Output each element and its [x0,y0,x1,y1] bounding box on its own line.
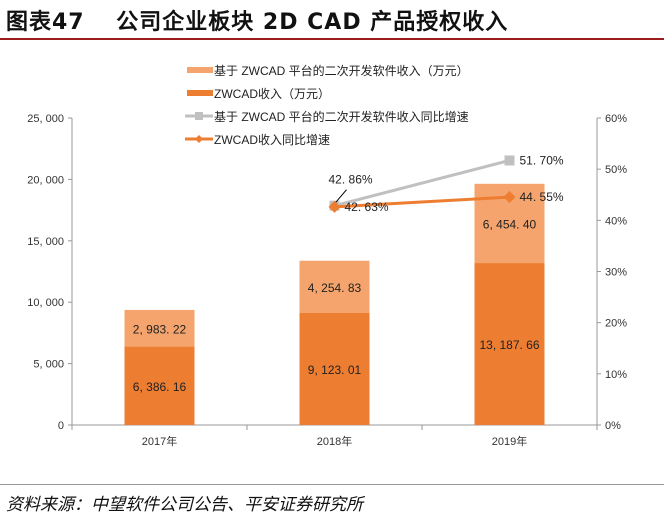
bar-segment [124,346,195,425]
bar-data-label: 13, 187. 66 [479,338,539,352]
line-series [334,195,510,209]
y2-tick-label: 20% [605,318,627,330]
line-marker [328,200,341,213]
legend-marker [195,112,203,120]
x-tick-label: 2018年 [317,434,352,448]
line-marker [503,191,516,204]
y2-tick-label: 10% [605,369,627,381]
y-tick-label: 0 [58,420,64,432]
legend-label: 基于 ZWCAD 平台的二次开发软件收入（万元） [214,63,469,78]
bar-segment [124,309,195,347]
line-data-label: 51. 70% [520,153,564,167]
line-data-label: 42. 86% [329,173,373,187]
y-tick-label: 20, 000 [27,174,64,186]
chart: 0 5, 000 10, 000 15, 000 20, 000 25, 000 0% 10%… [27,63,627,448]
title-divider [0,38,664,40]
y-tick-label: 15, 000 [27,236,64,248]
legend-label: ZWCAD收入同比增速 [214,133,330,147]
bar-data-label: 6, 386. 16 [133,380,187,394]
y2-tick-label: 50% [605,164,627,176]
source-divider [0,484,664,485]
x-tick-label: 2017年 [142,434,177,448]
label-leader [335,189,347,204]
legend-swatch [187,90,213,96]
bar-data-label: 4, 254. 83 [308,281,362,295]
line-data-label: 44. 55% [520,190,564,204]
y2-tick-label: 0% [605,420,621,432]
legend-label: 基于 ZWCAD 平台的二次开发软件收入同比增速 [214,109,469,124]
y2-tick-label: 40% [605,215,627,227]
bar-data-label: 9, 123. 01 [308,363,362,377]
bar-segment [299,312,370,425]
y-tick-label: 25, 000 [27,113,64,125]
figure-title: 图表47 公司企业板块 2D CAD 产品授权收入 [6,10,509,35]
x-tick-label: 2019年 [492,434,527,448]
legend-marker [195,135,203,143]
bar-data-label: 2, 983. 22 [133,322,187,336]
y2-tick-label: 30% [605,267,627,279]
y2-tick-label: 60% [605,113,627,125]
line-series [334,159,510,208]
bar-segment [299,260,370,313]
legend-label: ZWCAD收入（万元） [214,87,330,101]
legend-swatch [187,67,213,73]
line-data-label: 42. 63% [345,200,389,214]
source-note: 资料来源：中望软件公司公告、平安证券研究所 [6,495,363,515]
y-tick-label: 5, 000 [33,359,64,371]
bar-segment [474,263,545,425]
line-marker [504,155,515,166]
y-tick-label: 10, 000 [27,297,64,309]
bar-data-label: 6, 454. 40 [483,217,537,231]
